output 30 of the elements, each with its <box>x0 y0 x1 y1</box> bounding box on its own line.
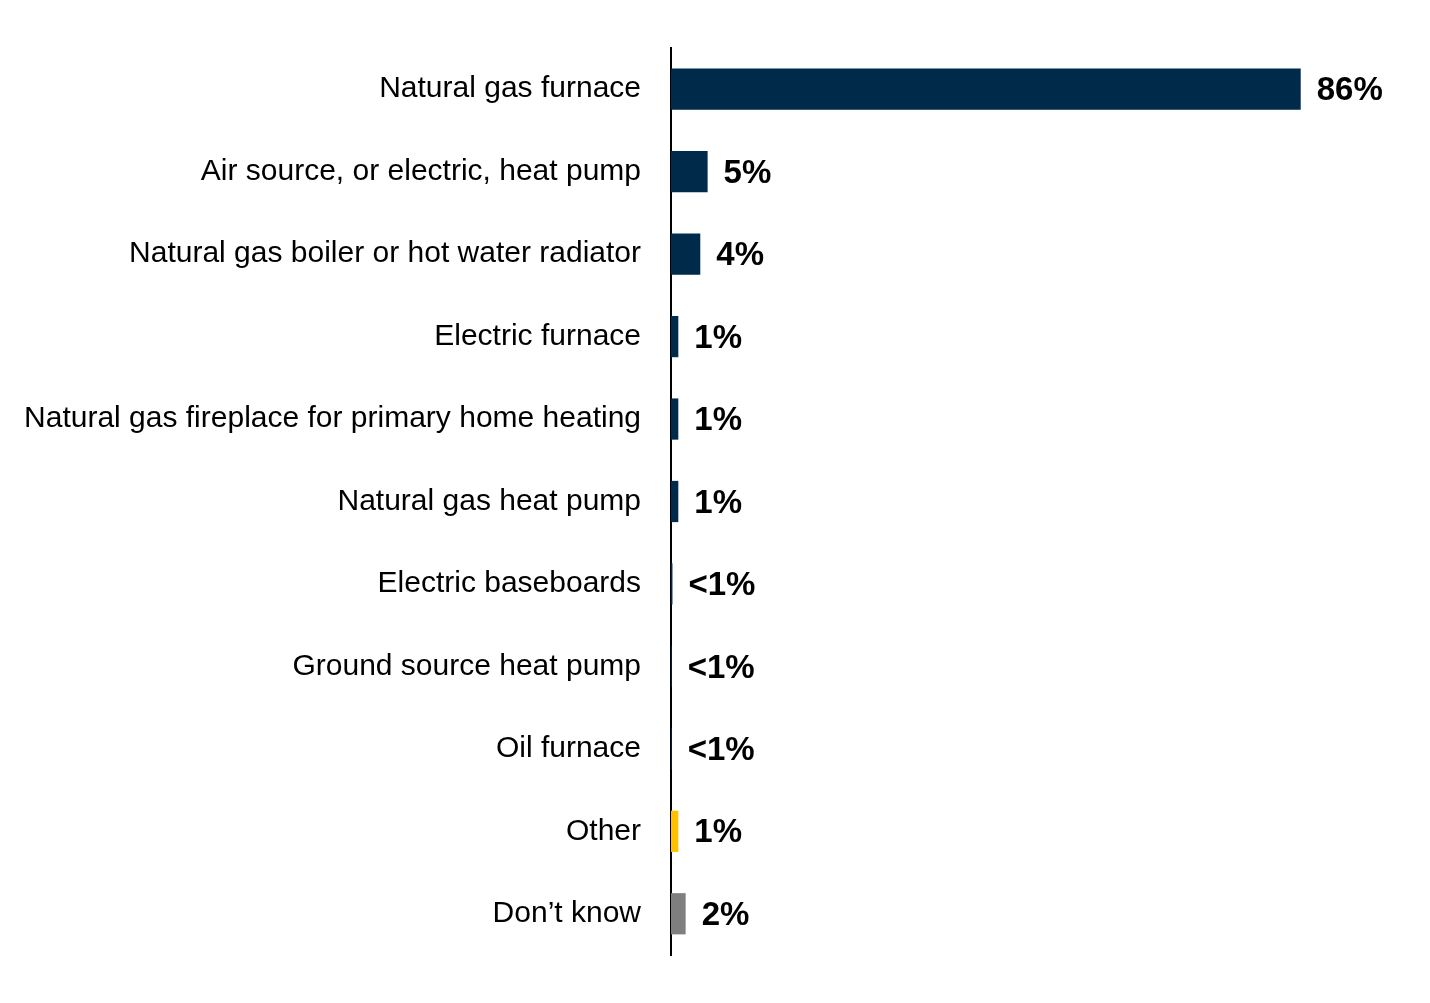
bar <box>671 480 679 523</box>
data-label: 2% <box>701 894 750 932</box>
y-tick-label: Natural gas heat pump <box>337 482 641 516</box>
data-label: 1% <box>694 400 743 438</box>
y-tick-label: Don’t know <box>492 895 642 929</box>
bar <box>671 398 679 440</box>
y-tick-label: Ground source heat pump <box>292 647 641 681</box>
y-tick-label: Natural gas furnace <box>379 70 641 104</box>
bar <box>671 151 708 193</box>
bar <box>671 893 686 935</box>
y-tick-label: Electric furnace <box>434 317 641 351</box>
data-label: 5% <box>723 152 772 190</box>
data-label: 1% <box>694 317 743 355</box>
data-label: 1% <box>694 482 743 520</box>
data-label: <1% <box>688 565 756 603</box>
data-label: 4% <box>716 235 764 273</box>
bar <box>671 233 701 275</box>
y-tick-label: Natural gas fireplace for primary home heating <box>24 400 641 434</box>
data-label: <1% <box>687 729 755 767</box>
bar <box>671 68 1301 110</box>
y-tick-label: Oil furnace <box>495 730 641 764</box>
bar <box>671 315 679 358</box>
y-tick-label: Air source, or electric, heat pump <box>200 152 641 186</box>
y-tick-label: Other <box>565 812 642 846</box>
y-tick-label: Electric baseboards <box>377 565 641 599</box>
y-tick-label: Natural gas boiler or hot water radiator <box>129 235 642 269</box>
data-label: 86% <box>1316 70 1383 108</box>
data-label: 1% <box>694 812 743 850</box>
bar <box>671 810 679 852</box>
data-label: <1% <box>687 647 755 685</box>
